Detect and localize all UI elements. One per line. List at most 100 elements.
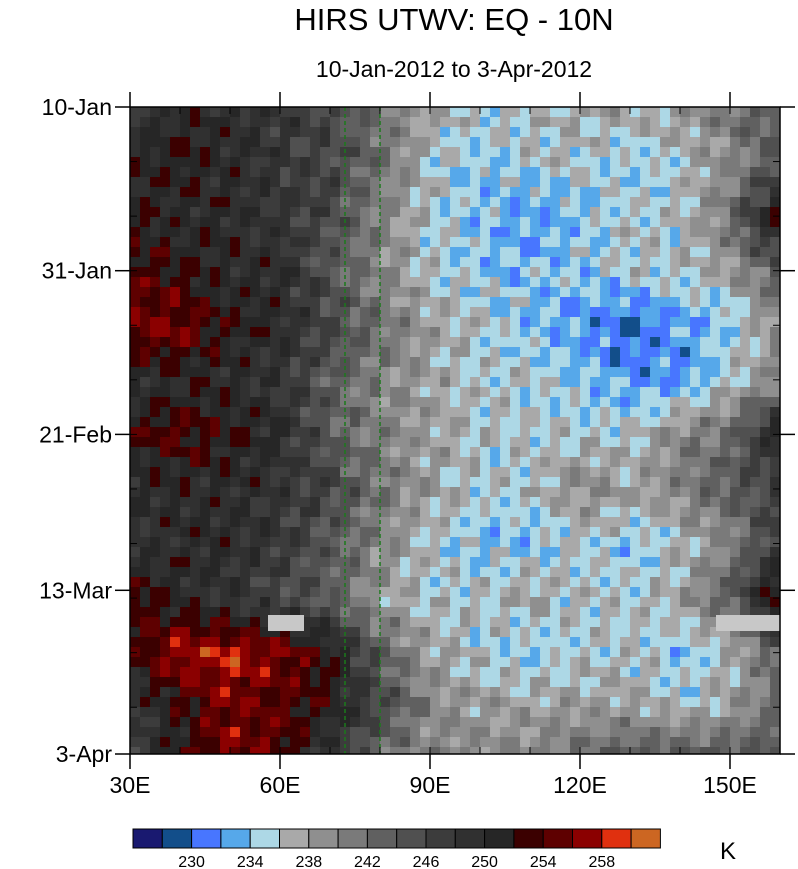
contour-cell [210, 167, 221, 178]
contour-cell [490, 727, 501, 738]
contour-cell [430, 597, 441, 608]
contour-cell [480, 627, 491, 638]
contour-cell [520, 167, 531, 178]
contour-cell [600, 347, 611, 358]
contour-cell [660, 367, 671, 378]
contour-cell [570, 707, 581, 718]
contour-cell [670, 227, 681, 238]
contour-cell [580, 367, 591, 378]
contour-cell [160, 467, 171, 478]
contour-cell [600, 627, 611, 638]
contour-cell [570, 487, 581, 498]
contour-cell [500, 677, 511, 688]
contour-cell [410, 577, 421, 588]
contour-cell [490, 697, 501, 708]
contour-cell [540, 327, 551, 338]
contour-cell [230, 627, 241, 638]
contour-cell [450, 687, 461, 698]
contour-cell [290, 207, 301, 218]
contour-cell [130, 737, 141, 748]
contour-cell [680, 357, 691, 368]
contour-cell [180, 147, 191, 158]
contour-cell [380, 547, 391, 558]
contour-cell [360, 217, 371, 228]
contour-cell [270, 187, 281, 198]
contour-cell [410, 727, 421, 738]
contour-cell [670, 597, 681, 608]
contour-cell [390, 497, 401, 508]
contour-cell [180, 387, 191, 398]
contour-cell [300, 427, 311, 438]
contour-cell [420, 557, 431, 568]
contour-cell [320, 727, 331, 738]
contour-cell [730, 347, 741, 358]
contour-cell [710, 397, 721, 408]
contour-cell [280, 637, 291, 648]
contour-cell [510, 647, 521, 658]
contour-cell [580, 377, 591, 388]
contour-cell [220, 477, 231, 488]
contour-cell [710, 227, 721, 238]
contour-cell [220, 747, 231, 755]
contour-cell [760, 337, 771, 348]
contour-cell [480, 657, 491, 668]
contour-cell [250, 157, 261, 168]
contour-cell [670, 737, 681, 748]
contour-cell [230, 307, 241, 318]
contour-cell [430, 447, 441, 458]
contour-cell [270, 297, 281, 308]
contour-cell [430, 257, 441, 268]
contour-cell [160, 727, 171, 738]
contour-cell [480, 587, 491, 598]
contour-cell [760, 277, 771, 288]
contour-cell [500, 587, 511, 598]
contour-cell [250, 617, 261, 628]
contour-cell [500, 427, 511, 438]
contour-cell [270, 197, 281, 208]
contour-cell [240, 497, 251, 508]
contour-cell [570, 217, 581, 228]
contour-cell [650, 667, 661, 678]
contour-cell [340, 577, 351, 588]
contour-cell [140, 397, 151, 408]
contour-cell [550, 517, 561, 528]
contour-cell [480, 167, 491, 178]
contour-cell [370, 687, 381, 698]
contour-cell [700, 577, 711, 588]
contour-cell [560, 177, 571, 188]
contour-cell [440, 277, 451, 288]
contour-cell [570, 107, 581, 118]
contour-cell [170, 637, 181, 648]
contour-cell [310, 317, 321, 328]
contour-cell [480, 157, 491, 168]
contour-cell [460, 467, 471, 478]
contour-cell [580, 537, 591, 548]
contour-cell [150, 527, 161, 538]
contour-cell [350, 397, 361, 408]
contour-cell [650, 607, 661, 618]
contour-cell [530, 497, 541, 508]
contour-cell [450, 407, 461, 418]
contour-cell [550, 577, 561, 588]
contour-cell [280, 497, 291, 508]
contour-cell [370, 237, 381, 248]
y-tick-label: 3-Apr [56, 741, 113, 767]
contour-cell [510, 707, 521, 718]
contour-cell [130, 237, 141, 248]
contour-cell [350, 227, 361, 238]
contour-cell [170, 617, 181, 628]
contour-cell [710, 687, 721, 698]
contour-cell [440, 697, 451, 708]
contour-cell [230, 667, 241, 678]
contour-cell [310, 477, 321, 488]
contour-cell [300, 707, 311, 718]
contour-cell [750, 427, 761, 438]
contour-cell [550, 377, 561, 388]
contour-cell [490, 567, 501, 578]
contour-cell [610, 177, 621, 188]
contour-cell [590, 597, 601, 608]
contour-cell [200, 157, 211, 168]
contour-cell [430, 577, 441, 588]
contour-cell [140, 427, 151, 438]
contour-cell [360, 487, 371, 498]
